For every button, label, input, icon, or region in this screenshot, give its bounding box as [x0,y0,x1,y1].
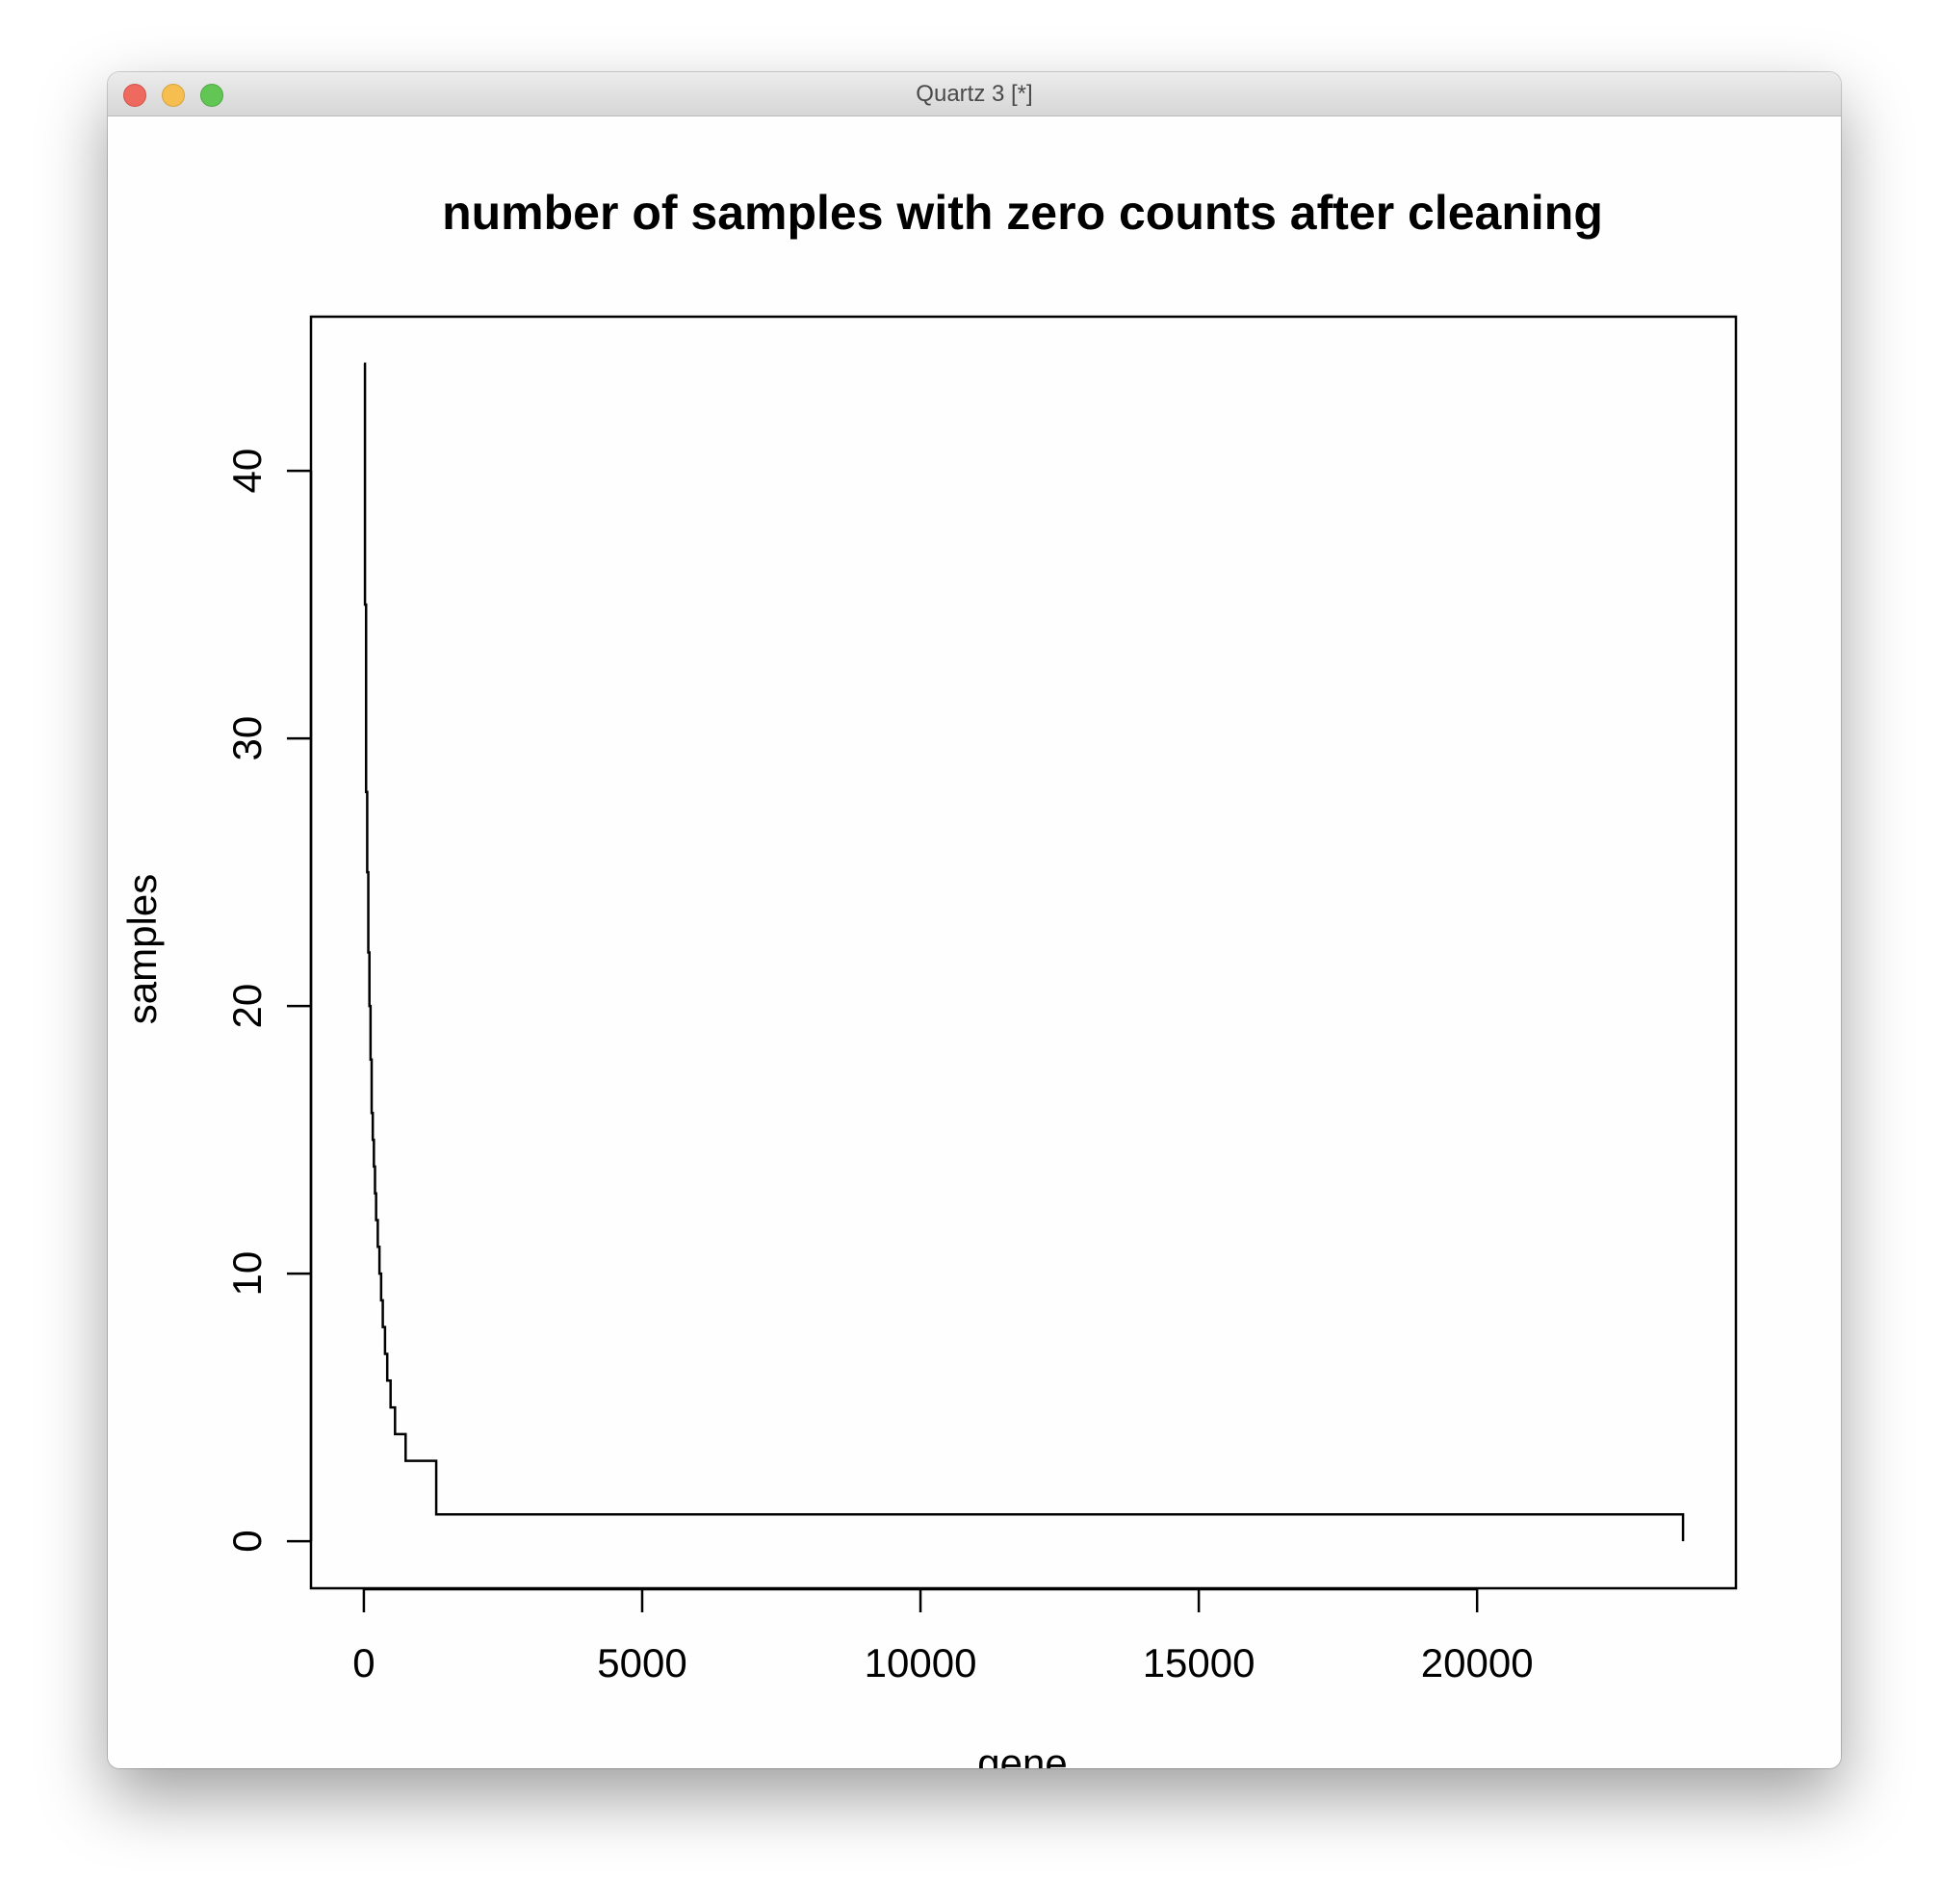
x-axis-label: gene [977,1740,1067,1768]
series-layer [363,362,1685,1542]
zoom-button[interactable] [200,84,223,107]
y-tick-label: 30 [224,716,270,761]
x-tick-label: 5000 [597,1640,686,1685]
quartz-window: Quartz 3 [*] number of samples with zero… [108,72,1841,1768]
x-tick-label: 0 [352,1640,375,1685]
y-tick-label: 0 [224,1530,270,1552]
chart-svg: number of samples with zero counts after… [119,186,1738,1768]
minimize-button[interactable] [162,84,185,107]
y-axis: 0 10 20 30 40 [224,449,313,1553]
x-tick-label: 10000 [865,1640,977,1685]
y-tick-label: 20 [224,984,270,1029]
y-tick-label: 10 [224,1251,270,1297]
series-line [363,362,1685,1542]
y-axis-label: samples [119,874,165,1024]
chart-title: number of samples with zero counts after… [442,186,1603,240]
window-title: Quartz 3 [*] [916,81,1033,107]
y-tick-label: 40 [224,449,270,494]
close-button[interactable] [123,84,146,107]
x-tick-label: 20000 [1421,1640,1534,1685]
title-bar[interactable]: Quartz 3 [*] [108,72,1841,116]
plot-box [309,315,1738,1590]
x-axis: 0 5000 10000 15000 20000 [352,1587,1534,1685]
plot-area: number of samples with zero counts after… [108,116,1841,1768]
x-tick-label: 15000 [1143,1640,1255,1685]
